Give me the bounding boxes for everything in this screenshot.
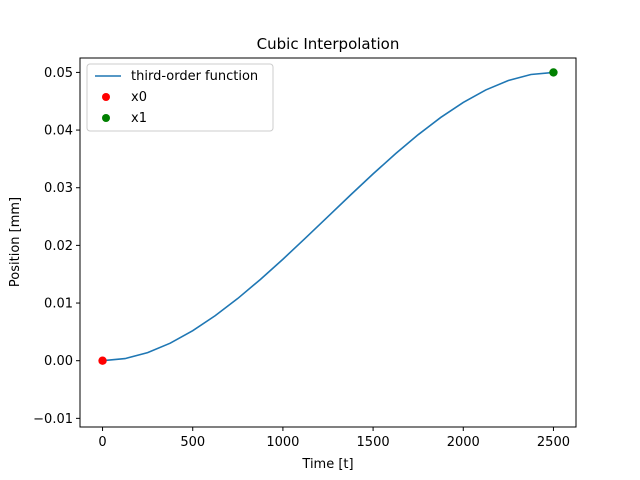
- legend-label-x0: x0: [131, 90, 147, 105]
- y-tick-label: 0.01: [44, 297, 73, 312]
- x-tick-label: 1500: [357, 435, 390, 450]
- legend: third-order function x0 x1: [86, 63, 274, 132]
- series-line-third-order-function: [102, 71, 554, 362]
- legend-label-x1: x1: [131, 111, 147, 126]
- y-tick-label: 0.00: [44, 354, 73, 369]
- x-tick-label: 2500: [537, 435, 570, 450]
- x-tick-label: 2000: [447, 435, 480, 450]
- y-tick-label: 0.04: [44, 124, 73, 139]
- y-tick-label: 0.03: [44, 181, 73, 196]
- y-axis-label: Position [mm]: [8, 197, 23, 287]
- legend-marker-x0: [102, 93, 110, 101]
- x-axis-ticks: 0 500 1000 1500 2000 2500: [98, 427, 570, 450]
- scatter-point-x1: [549, 68, 558, 77]
- y-tick-label: 0.02: [44, 239, 73, 254]
- y-tick-label: 0.05: [44, 66, 73, 81]
- legend-marker-x1: [102, 114, 110, 122]
- x-tick-label: 0: [98, 435, 106, 450]
- x-axis-label: Time [t]: [301, 457, 353, 472]
- axes-frame: [79, 57, 577, 428]
- scatter-point-x0: [98, 356, 107, 365]
- x-tick-label: 1000: [266, 435, 299, 450]
- chart-title: Cubic Interpolation: [257, 35, 400, 53]
- y-tick-label: −0.01: [33, 412, 73, 427]
- legend-box: [86, 63, 274, 132]
- plot-layer: [98, 68, 558, 365]
- x-tick-label: 500: [180, 435, 205, 450]
- legend-label-third-order-function: third-order function: [131, 69, 258, 84]
- y-axis-ticks: −0.01 0.00 0.01 0.02 0.03 0.04 0.05: [33, 66, 80, 427]
